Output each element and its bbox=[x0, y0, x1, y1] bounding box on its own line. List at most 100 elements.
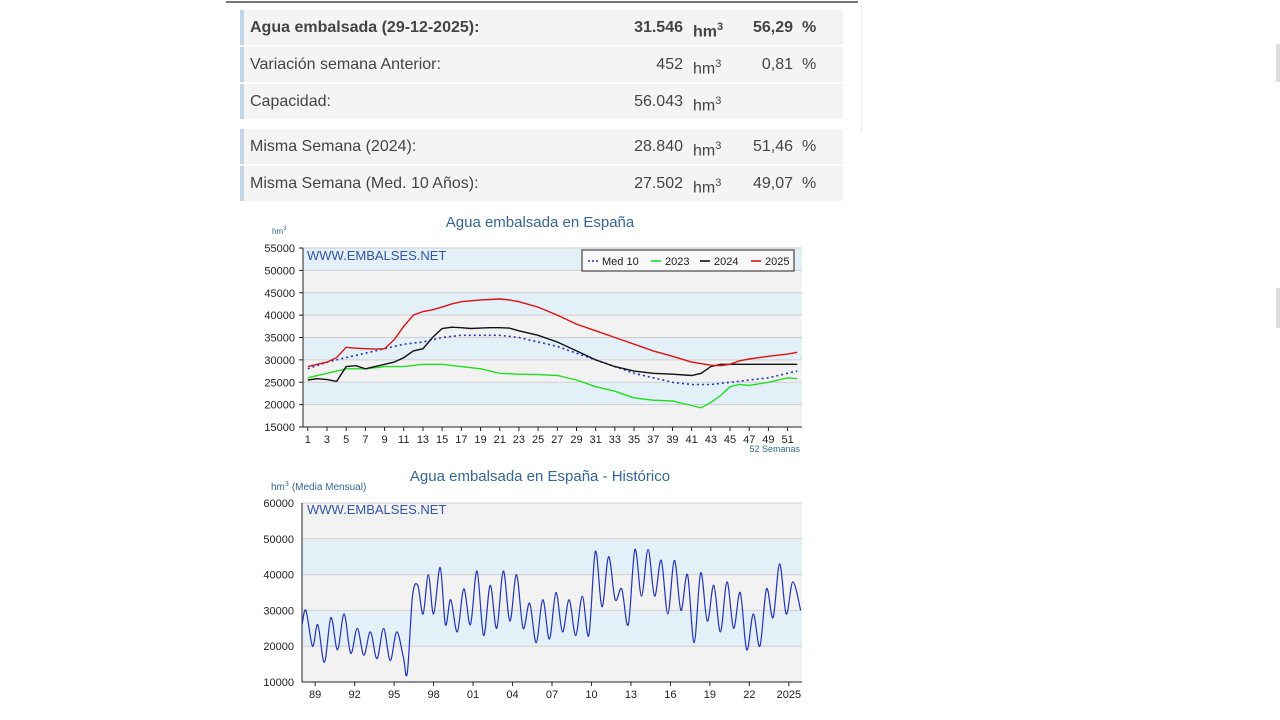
x-tick-label: 21 bbox=[494, 434, 506, 446]
legend-entry: 2024 bbox=[714, 256, 738, 268]
stat-value: 28.840 bbox=[634, 138, 683, 155]
chart-band bbox=[303, 292, 802, 316]
stat-unit: hm3 bbox=[693, 58, 722, 78]
chart-band bbox=[302, 503, 802, 539]
chart-band bbox=[303, 382, 802, 405]
weekly-reservoir-chart: 15000 20000 25000 30000 35000 40000 45000 50000… bbox=[264, 214, 802, 454]
y-tick-label: 15000 bbox=[264, 422, 295, 434]
x-tick-label: 29 bbox=[570, 434, 582, 446]
stat-percent: 51,46 bbox=[752, 138, 793, 155]
stat-row-avg10: Misma Semana (Med. 10 Años): 27.502 hm3 … bbox=[240, 166, 843, 201]
x-tick-label: 01 bbox=[467, 689, 479, 701]
chart-series bbox=[307, 298, 798, 409]
x-tick-label: 2025 bbox=[777, 689, 801, 701]
legend-entry: Med 10 bbox=[602, 256, 639, 268]
stat-percent-sign: % bbox=[802, 138, 817, 155]
stat-value: 31.546 bbox=[634, 19, 683, 36]
chart-axes: 15000 20000 25000 30000 35000 40000 45000 50000… bbox=[264, 243, 802, 446]
y-tick-label: 50000 bbox=[263, 534, 294, 546]
chart-title: Agua embalsada en España - Histórico bbox=[410, 468, 670, 485]
x-tick-label: 22 bbox=[743, 689, 755, 701]
y-tick-label: 20000 bbox=[263, 641, 294, 653]
stat-value: 27.502 bbox=[634, 175, 683, 192]
stat-percent: 0,81 bbox=[761, 56, 793, 73]
x-tick-label: 31 bbox=[590, 434, 602, 446]
x-tick-label: 1 bbox=[305, 434, 311, 446]
x-tick-label: 39 bbox=[666, 434, 678, 446]
x-tick-label: 35 bbox=[628, 434, 640, 446]
chart-band bbox=[302, 538, 802, 575]
chart-watermark: WWW.EMBALSES.NET bbox=[307, 248, 446, 263]
y-tick-label: 10000 bbox=[263, 677, 294, 689]
series-line-2024 bbox=[307, 326, 798, 383]
chart-band bbox=[302, 646, 802, 682]
stat-value: 452 bbox=[656, 56, 683, 73]
chart-legend: Med 10 2023 2024 2025 bbox=[581, 249, 795, 272]
x-tick-label: 37 bbox=[647, 434, 659, 446]
chart-y-unit: hm3 (Media Mensual) bbox=[271, 481, 366, 493]
y-tick-label: 45000 bbox=[264, 288, 295, 300]
chart-x-label: 52 Semanas bbox=[749, 444, 800, 454]
y-tick-label: 55000 bbox=[264, 243, 295, 255]
x-tick-label: 98 bbox=[427, 689, 439, 701]
scrollbar-mark-lower[interactable] bbox=[1276, 288, 1280, 328]
x-tick-label: 27 bbox=[551, 434, 563, 446]
x-tick-label: 23 bbox=[513, 434, 525, 446]
stat-value: 56.043 bbox=[634, 93, 683, 110]
x-tick-label: 92 bbox=[349, 689, 361, 701]
x-tick-label: 16 bbox=[664, 689, 676, 701]
chart-title: Agua embalsada en España bbox=[446, 214, 635, 231]
x-tick-label: 3 bbox=[324, 434, 330, 446]
chart-band bbox=[303, 404, 802, 427]
stat-row-last-year: Misma Semana (2024): 28.840 hm3 51,46 % bbox=[240, 129, 843, 164]
chart-band bbox=[303, 270, 802, 293]
x-tick-label: 19 bbox=[474, 434, 486, 446]
stat-label: Capacidad: bbox=[250, 93, 331, 110]
x-tick-label: 51 bbox=[781, 434, 793, 446]
x-tick-label: 7 bbox=[362, 434, 368, 446]
chart-y-unit: hm3 bbox=[272, 226, 287, 236]
y-tick-label: 35000 bbox=[264, 333, 295, 345]
series-line-2025 bbox=[307, 298, 798, 368]
chart-series bbox=[301, 548, 802, 677]
x-tick-label: 5 bbox=[343, 434, 349, 446]
legend-entry: 2023 bbox=[665, 256, 689, 268]
stat-percent-sign: % bbox=[802, 56, 817, 73]
chart-band bbox=[303, 359, 802, 383]
stat-row-current: Agua embalsada (29-12-2025): 31.546 hm3 … bbox=[240, 10, 843, 45]
legend-entry: 2025 bbox=[765, 256, 789, 268]
x-tick-label: 13 bbox=[417, 434, 429, 446]
x-tick-label: 9 bbox=[382, 434, 388, 446]
y-tick-label: 40000 bbox=[263, 570, 294, 582]
top-divider bbox=[226, 1, 858, 3]
y-tick-label: 30000 bbox=[263, 605, 294, 617]
x-tick-label: 15 bbox=[436, 434, 448, 446]
x-tick-label: 13 bbox=[625, 689, 637, 701]
historic-reservoir-chart: 10000 20000 30000 40000 50000 60000 89 92 95 98 01… bbox=[263, 468, 802, 701]
stat-percent-sign: % bbox=[802, 175, 817, 192]
stat-label: Variación semana Anterior: bbox=[250, 56, 441, 73]
x-tick-label: 95 bbox=[388, 689, 400, 701]
scrollbar-mark-upper[interactable] bbox=[1276, 44, 1280, 82]
stat-unit: hm3 bbox=[693, 21, 724, 41]
x-tick-label: 49 bbox=[762, 434, 774, 446]
chart-axes: 10000 20000 30000 40000 50000 60000 89 92 95 98 01… bbox=[263, 498, 802, 701]
reservoir-stats: Agua embalsada (29-12-2025): 31.546 hm3 … bbox=[240, 10, 843, 203]
stat-unit: hm3 bbox=[693, 177, 722, 197]
chart-band bbox=[303, 315, 802, 338]
stat-row-capacity: Capacidad: 56.043 hm3 bbox=[240, 84, 843, 119]
stat-percent: 56,29 bbox=[752, 19, 793, 36]
x-tick-label: 25 bbox=[532, 434, 544, 446]
stat-label: Misma Semana (Med. 10 Años): bbox=[250, 175, 479, 192]
stat-unit: hm3 bbox=[693, 140, 722, 160]
x-tick-label: 33 bbox=[609, 434, 621, 446]
stat-label: Misma Semana (2024): bbox=[250, 138, 417, 155]
y-tick-label: 20000 bbox=[264, 400, 295, 412]
stat-percent-sign: % bbox=[802, 19, 817, 36]
x-tick-label: 07 bbox=[546, 689, 558, 701]
x-tick-label: 19 bbox=[704, 689, 716, 701]
stat-unit: hm3 bbox=[693, 95, 722, 115]
x-tick-label: 43 bbox=[705, 434, 717, 446]
legend-box bbox=[581, 249, 795, 272]
chart-band bbox=[302, 610, 802, 647]
